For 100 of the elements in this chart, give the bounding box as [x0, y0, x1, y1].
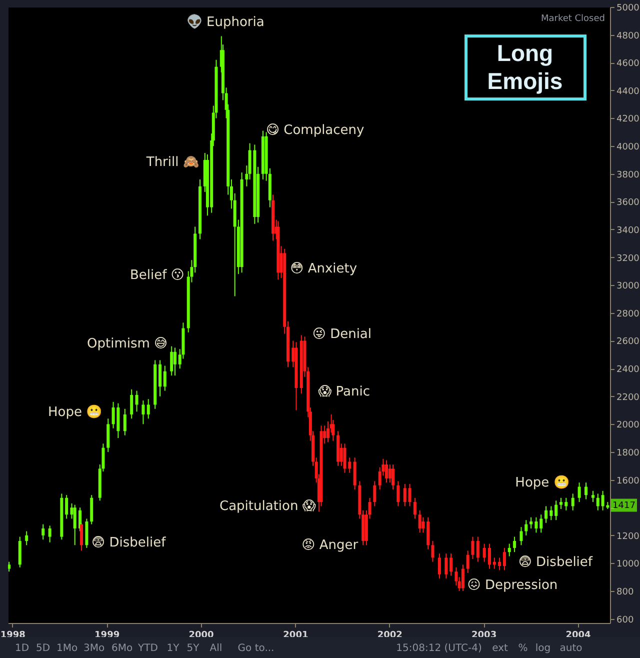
- candlestick: [8, 561, 11, 572]
- y-tick-label: 2600: [616, 337, 640, 348]
- candlestick: [554, 500, 558, 521]
- text: YTD: [137, 643, 158, 654]
- candlestick: [353, 457, 356, 490]
- y-tick-label: 2200: [616, 392, 640, 403]
- candlestick: [471, 536, 474, 560]
- y-tick-label: 4600: [616, 59, 640, 70]
- candlestick: [80, 522, 84, 552]
- y-tick-label: 1800: [616, 448, 640, 458]
- annotation: 😳 Anxiety: [290, 262, 358, 277]
- annotation: 😋 Complaceny: [266, 122, 365, 138]
- candlestick: [534, 516, 538, 534]
- annotation: Belief 😗: [130, 268, 184, 283]
- annotation: 😖 Depression: [467, 578, 558, 594]
- candlestick: [461, 564, 464, 592]
- candlestick: [482, 543, 486, 562]
- annotation: 😡 Anger: [302, 538, 359, 554]
- candlestick: [508, 543, 511, 557]
- candlestick: [476, 536, 480, 562]
- text: 6Mo: [111, 643, 133, 654]
- text: Market Closed: [540, 14, 605, 24]
- candlestick: [564, 497, 568, 511]
- annotation: 😱 Panic: [318, 384, 370, 400]
- candlestick: [130, 388, 134, 420]
- candlestick: [540, 514, 543, 534]
- candlestick: [142, 400, 145, 425]
- candlestick: [422, 516, 425, 534]
- candlestick: [396, 480, 400, 507]
- text: 1Mo: [56, 643, 78, 654]
- candlestick: [438, 552, 441, 580]
- candlestick: [513, 536, 516, 553]
- y-tick-label: 600: [616, 615, 634, 626]
- candlestick: [550, 506, 553, 521]
- candlestick: [146, 398, 150, 420]
- candlestick: [431, 540, 434, 562]
- y-tick-label: 2800: [616, 309, 640, 320]
- text: ext: [492, 643, 508, 654]
- text: 3Mo: [83, 643, 105, 654]
- text: 5Y: [186, 643, 200, 654]
- candlestick: [591, 490, 594, 503]
- y-tick-label: 3800: [616, 170, 640, 180]
- candlestick: [90, 494, 94, 525]
- candlestick: [391, 464, 394, 490]
- candlestick: [123, 408, 126, 436]
- candlestick: [385, 460, 388, 484]
- candlestick: [73, 504, 76, 546]
- candlestick: [488, 543, 491, 570]
- annotation: 1417: [612, 501, 636, 512]
- annotation: Hope 😬: [48, 404, 102, 420]
- candlestick: [163, 365, 166, 392]
- text: All: [210, 643, 222, 654]
- candlestick: [373, 480, 376, 507]
- annotation: Optimism 😅: [87, 336, 168, 352]
- candlestick: [42, 524, 45, 540]
- annotation: 😨 Disbelief: [92, 536, 166, 551]
- y-tick-label: 1600: [616, 476, 640, 486]
- candlestick: [348, 457, 352, 474]
- y-tick-label: 4200: [616, 114, 640, 125]
- text: log: [535, 643, 551, 654]
- candlestick: [85, 518, 88, 548]
- text: %: [518, 643, 528, 654]
- candlestick: [135, 390, 138, 412]
- y-tick-label: 3000: [616, 282, 640, 292]
- text: 15:08:12 (UTC-4): [396, 643, 482, 654]
- candlestick: [450, 552, 453, 576]
- y-tick-label: 1200: [616, 532, 640, 542]
- candlestick: [65, 494, 68, 520]
- candlestick: [466, 550, 470, 574]
- y-tick-label: 4400: [616, 86, 640, 97]
- text: 5D: [36, 643, 50, 654]
- candlestick: [596, 493, 600, 511]
- candlestick: [571, 493, 574, 511]
- candlestick: [418, 510, 422, 534]
- candlestick: [559, 497, 562, 510]
- candlestick: [492, 557, 496, 570]
- y-tick-label: 4800: [616, 31, 640, 42]
- candlestick: [584, 482, 588, 500]
- candlestick: [426, 516, 430, 550]
- candlestick: [524, 520, 528, 536]
- candlestick: [106, 418, 110, 452]
- candlestick: [158, 360, 162, 397]
- candlestick: [444, 552, 448, 580]
- annotation: Thrill 🙈: [145, 154, 199, 170]
- candlestick: [408, 483, 412, 507]
- y-tick-label: 800: [616, 588, 634, 598]
- text: 1D: [14, 643, 30, 654]
- annotation: Hope 😬: [515, 474, 570, 491]
- text: auto: [560, 643, 582, 654]
- candlestick: [170, 346, 174, 376]
- candlestick: [520, 526, 523, 546]
- annotation: 😨 Disbelief: [518, 554, 593, 570]
- y-tick-label: 5000: [616, 4, 640, 14]
- candlestick: [403, 483, 406, 507]
- y-tick-label: 2000: [616, 420, 640, 431]
- candlestick: [413, 497, 416, 520]
- text: Go to...: [238, 643, 274, 654]
- text: 1Y: [166, 643, 180, 654]
- annotation: 👽 Euphoria: [186, 13, 264, 30]
- y-tick-label: 1000: [616, 560, 640, 570]
